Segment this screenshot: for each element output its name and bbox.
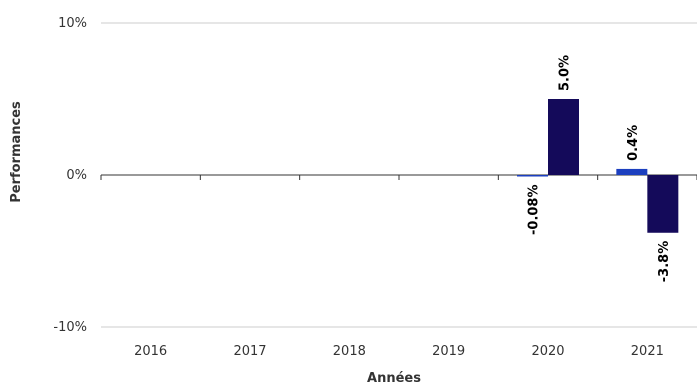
y-axis-title: Performances bbox=[9, 101, 24, 203]
x-tick-label: 2017 bbox=[233, 344, 266, 359]
bar bbox=[616, 168, 648, 175]
gridlines bbox=[101, 22, 697, 328]
x-tick-label: 2020 bbox=[531, 344, 564, 359]
x-tick-label: 2016 bbox=[134, 344, 167, 359]
y-tick-label: 10% bbox=[58, 16, 87, 31]
bar bbox=[647, 175, 679, 233]
data-labels: -0.08% 5.0% 0.4% -3.8% bbox=[527, 55, 672, 282]
x-axis-title: Années bbox=[367, 371, 421, 383]
x-axis: 2016 2017 2018 2019 2020 2021 bbox=[100, 174, 697, 359]
y-tick-label: -10% bbox=[53, 320, 87, 335]
y-axis-tick-labels: 10% 0% -10% bbox=[53, 16, 87, 335]
data-label: 5.0% bbox=[558, 55, 573, 91]
data-label: -3.8% bbox=[657, 241, 672, 282]
bar bbox=[517, 175, 548, 177]
y-tick-label: 0% bbox=[66, 168, 87, 183]
x-tick-label: 2021 bbox=[631, 344, 664, 359]
data-label: 0.4% bbox=[626, 125, 641, 161]
data-label: -0.08% bbox=[527, 185, 542, 236]
x-tick-label: 2018 bbox=[333, 344, 366, 359]
bar bbox=[548, 99, 579, 175]
x-tick-label: 2019 bbox=[432, 344, 465, 359]
bars bbox=[517, 99, 679, 233]
